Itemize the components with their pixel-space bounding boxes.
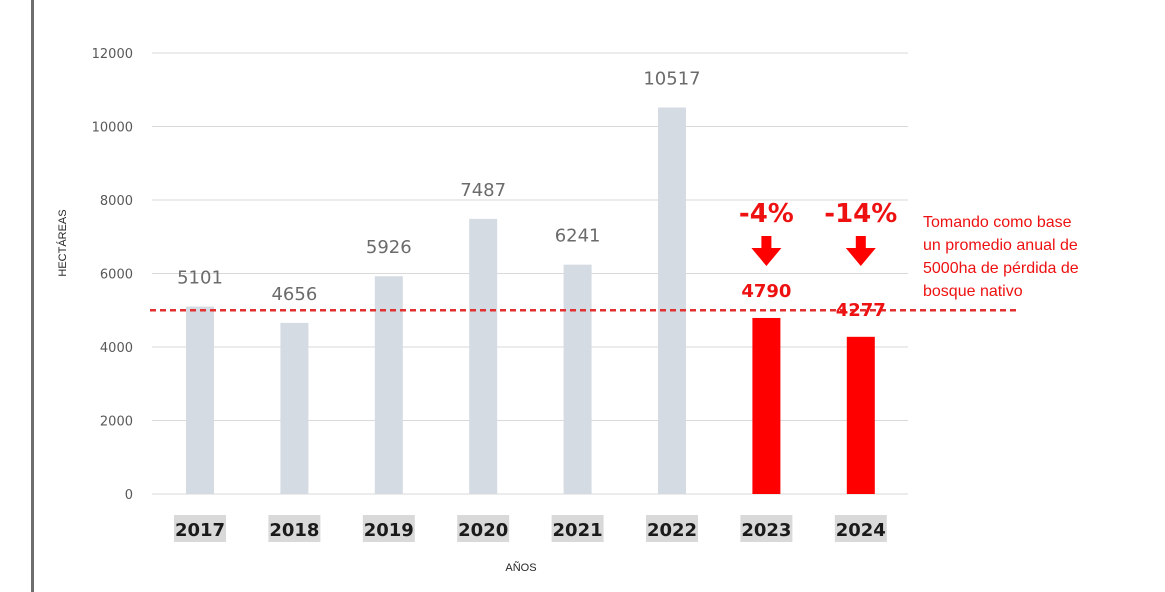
category-labels: 2017 2018 2019 2020 2021 2022 2023 2024: [174, 515, 887, 542]
value-label-2021: 6241: [555, 226, 601, 247]
change-label-2023: -4%: [739, 199, 794, 229]
y-tick-label: 12000: [92, 47, 133, 62]
bar-2021: [563, 264, 592, 494]
down-arrow-icon: [751, 236, 782, 266]
category-label-2020: 2020: [458, 520, 508, 541]
y-tick-label: 0: [125, 488, 133, 503]
category-bg-2018: [268, 515, 321, 542]
bar-2017: [186, 306, 214, 494]
y-tick-label: 2000: [100, 415, 133, 430]
note-line-3: 5000ha de pérdida de: [923, 260, 1079, 277]
y-axis-title: HECTÁREAS: [56, 209, 69, 276]
change-label-2024: -14%: [824, 199, 897, 229]
left-border: [31, 0, 34, 592]
value-label-2017: 5101: [177, 268, 223, 289]
category-bg-2022: [646, 515, 698, 542]
value-label-2023: 4790: [741, 281, 791, 302]
category-label-2023: 2023: [741, 520, 791, 541]
value-label-2024: 4277: [836, 300, 886, 321]
category-label-2019: 2019: [364, 520, 414, 541]
category-label-2024: 2024: [836, 520, 886, 541]
category-bg-2020: [457, 515, 510, 542]
y-tick-label: 10000: [92, 121, 133, 136]
bar-2019: [374, 276, 403, 494]
value-label-2019: 5926: [366, 237, 412, 258]
gridlines: [152, 52, 908, 495]
y-tick-label: 8000: [100, 194, 133, 209]
category-label-2017: 2017: [175, 520, 225, 541]
y-tick-label: 6000: [100, 268, 133, 283]
value-labels: 5101 4656 5926 7487 6241 10517 4790 4277: [177, 69, 886, 321]
note-line-4: bosque nativo: [923, 283, 1023, 300]
category-label-2022: 2022: [647, 520, 697, 541]
bar-2023: [752, 317, 781, 494]
x-axis-title: AÑOS: [505, 561, 536, 574]
category-label-2021: 2021: [553, 520, 603, 541]
bar-2022: [658, 107, 686, 495]
bar-2018: [280, 322, 309, 494]
category-bg-2017: [174, 515, 226, 542]
value-label-2020: 7487: [460, 180, 506, 201]
value-label-2018: 4656: [271, 284, 317, 305]
bars: [186, 107, 875, 495]
annotations: -4% -14%: [739, 199, 897, 266]
bar-2020: [469, 218, 498, 494]
category-bg-2019: [362, 515, 415, 542]
bar-2024: [846, 336, 875, 494]
y-tick-label: 4000: [100, 341, 133, 356]
down-arrow-icon: [845, 236, 876, 266]
note-line-2: un promedio anual de: [923, 237, 1078, 254]
category-bg-2021: [551, 515, 604, 542]
value-label-2022: 10517: [643, 69, 700, 90]
y-tick-labels: 0 2000 4000 6000 8000 10000 12000: [92, 47, 133, 503]
category-label-2018: 2018: [269, 520, 319, 541]
category-bg-2024: [834, 515, 887, 542]
category-bg-2023: [740, 515, 793, 542]
note-line-1: Tomando como base: [923, 214, 1072, 231]
